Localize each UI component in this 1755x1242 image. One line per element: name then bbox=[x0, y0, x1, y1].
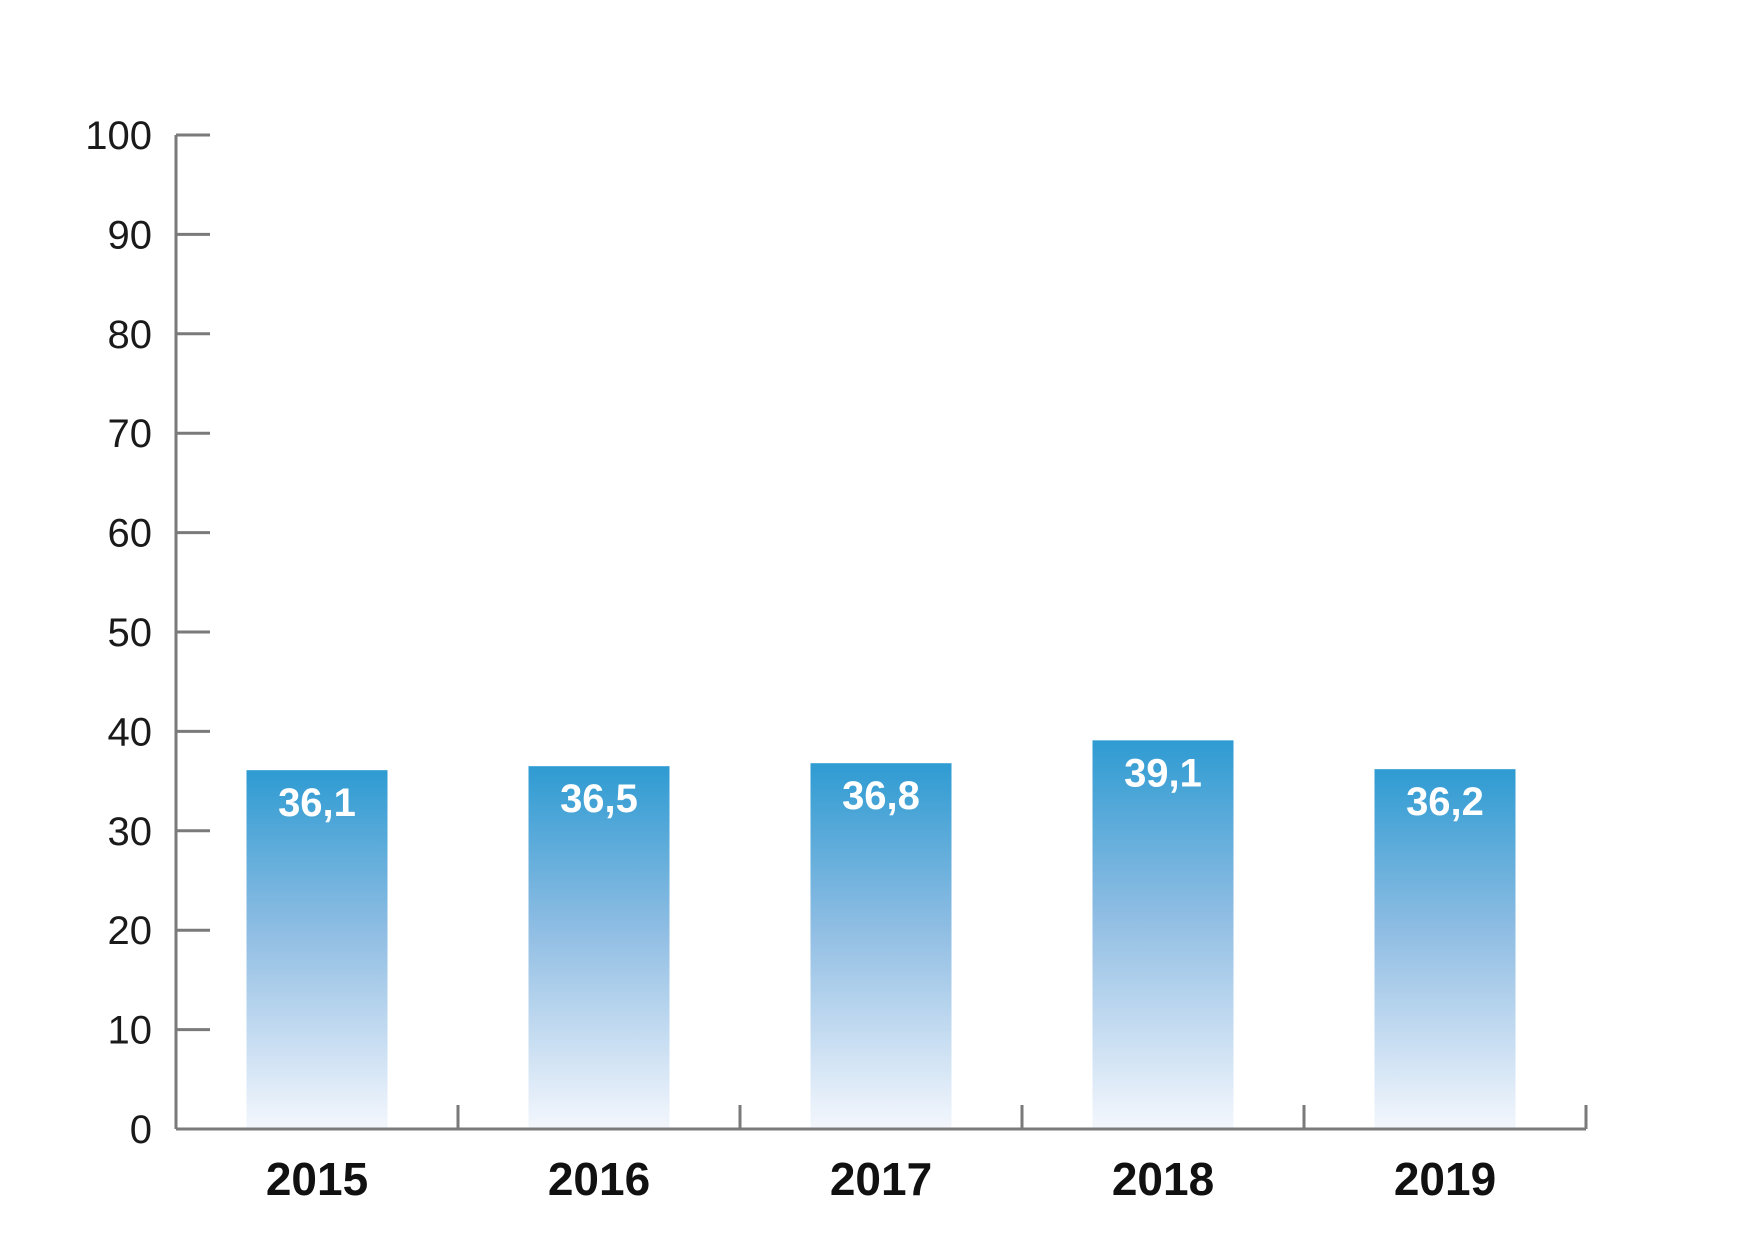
bar-2017 bbox=[810, 763, 952, 1129]
bars-group bbox=[246, 740, 1516, 1129]
y-tick-label-20: 20 bbox=[108, 909, 153, 953]
bar-value-label-2015: 36,1 bbox=[278, 781, 356, 825]
bar-2016 bbox=[528, 766, 670, 1129]
axes-group bbox=[174, 133, 1588, 1131]
y-tick-label-100: 100 bbox=[85, 114, 152, 158]
bar-value-label-2018: 39,1 bbox=[1124, 751, 1202, 795]
y-tick-label-0: 0 bbox=[130, 1108, 152, 1152]
x-tick-label-2015: 2015 bbox=[266, 1153, 368, 1205]
bar-value-label-2017: 36,8 bbox=[842, 774, 920, 818]
labels-group: 36,1 36,5 36,8 39,1 36,2 0 10 20 30 40 50 60 70 80 90 1… bbox=[85, 114, 1496, 1205]
x-tick-label-2018: 2018 bbox=[1112, 1153, 1214, 1205]
x-tick-label-2016: 2016 bbox=[548, 1153, 650, 1205]
bar-2019 bbox=[1374, 769, 1516, 1129]
y-tick-label-60: 60 bbox=[108, 512, 153, 556]
bar-value-label-2016: 36,5 bbox=[560, 777, 638, 821]
y-tick-label-70: 70 bbox=[108, 412, 153, 456]
bar-2015 bbox=[246, 770, 388, 1129]
y-tick-label-40: 40 bbox=[108, 710, 153, 754]
bar-value-label-2019: 36,2 bbox=[1406, 780, 1484, 824]
y-tick-label-10: 10 bbox=[108, 1009, 153, 1053]
y-tick-label-80: 80 bbox=[108, 313, 153, 357]
y-tick-label-90: 90 bbox=[108, 213, 153, 257]
y-tick-label-30: 30 bbox=[108, 810, 153, 854]
x-tick-label-2019: 2019 bbox=[1394, 1153, 1496, 1205]
bar-2018 bbox=[1092, 740, 1234, 1129]
x-tick-label-2017: 2017 bbox=[830, 1153, 932, 1205]
y-tick-label-50: 50 bbox=[108, 611, 153, 655]
